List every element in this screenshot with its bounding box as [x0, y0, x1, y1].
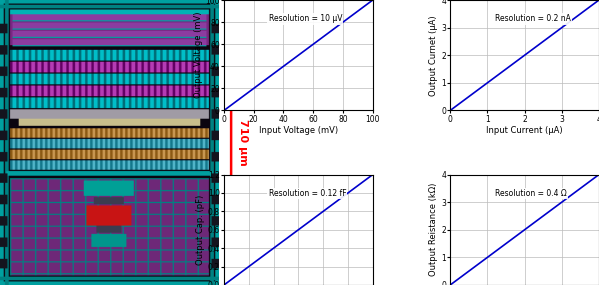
X-axis label: Input Current (μA): Input Current (μA): [486, 127, 563, 135]
X-axis label: Input Voltage (mV): Input Voltage (mV): [259, 127, 338, 135]
Text: Resolution = 0.2 nA: Resolution = 0.2 nA: [495, 14, 571, 23]
Y-axis label: Output Cap. (pF): Output Cap. (pF): [196, 195, 205, 265]
Y-axis label: Output Voltage (mV): Output Voltage (mV): [193, 12, 202, 99]
Text: Resolution = 0.12 fF: Resolution = 0.12 fF: [268, 189, 346, 198]
Text: Resolution = 0.4 Ω: Resolution = 0.4 Ω: [495, 189, 567, 198]
Text: 710 μm: 710 μm: [238, 119, 247, 166]
Y-axis label: Output Curnet (μA): Output Curnet (μA): [429, 15, 438, 95]
Y-axis label: Output Reistance (kΩ): Output Reistance (kΩ): [429, 183, 438, 276]
Text: Resolution = 10 μV: Resolution = 10 μV: [268, 14, 342, 23]
